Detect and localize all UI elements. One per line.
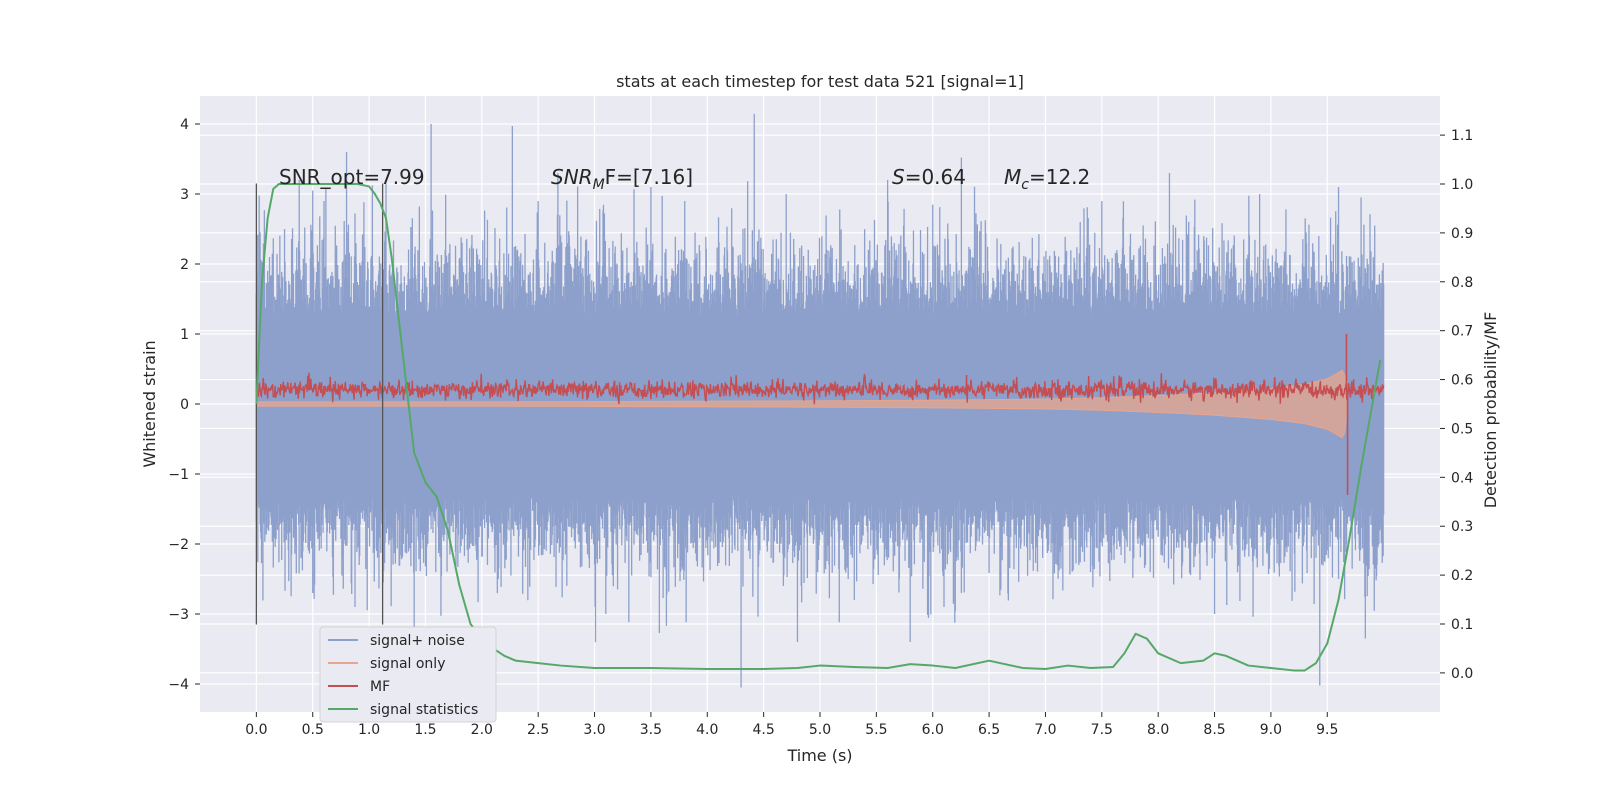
mf-spikes <box>1345 334 1349 495</box>
x-tick-label-14: 7.0 <box>1034 722 1056 738</box>
y-tick-label-7: −3 <box>168 607 189 623</box>
snr-mf-sub: M <box>593 177 605 193</box>
y-tick-label-3: 1 <box>180 327 189 343</box>
legend: signal+ noise signal only MF signal stat… <box>319 626 497 723</box>
x-tick-label-7: 3.5 <box>640 722 662 738</box>
y2-tick-label-10: 0.1 <box>1451 617 1473 633</box>
legend-label-stats: signal statistics <box>370 702 478 718</box>
x-tick-label-9: 4.5 <box>753 722 775 738</box>
x-tick-label-15: 7.5 <box>1091 722 1113 738</box>
y2-axis-ticks: 1.1 1.0 0.9 0.8 0.7 0.6 0.5 0.4 0.3 0.2 0.1 0.0 <box>1440 128 1473 682</box>
y-tick-label-1: 3 <box>180 187 189 203</box>
x-tick-label-5: 2.5 <box>527 722 549 738</box>
snr-mf-prefix: SNR <box>551 165 593 189</box>
x-tick-label-18: 9.0 <box>1260 722 1282 738</box>
y2-tick-label-7: 0.4 <box>1451 470 1473 486</box>
y2-tick-label-3: 0.8 <box>1451 275 1473 291</box>
x-tick-label-1: 0.5 <box>302 722 324 738</box>
mc-sub: c <box>1021 177 1029 193</box>
annotation-s: S=0.64 <box>892 165 966 189</box>
y2-tick-label-8: 0.3 <box>1451 519 1473 535</box>
y-axis-ticks: 4 3 2 1 0 −1 −2 −3 −4 <box>168 117 200 693</box>
chirp-envelope <box>255 369 1349 439</box>
y-tick-label-8: −4 <box>168 677 189 693</box>
y2-tick-label-6: 0.5 <box>1451 421 1473 437</box>
x-tick-label-0: 0.0 <box>245 722 267 738</box>
chart-title: stats at each timestep for test data 521… <box>616 72 1024 91</box>
x-tick-label-4: 2.0 <box>471 722 493 738</box>
x-tick-label-17: 8.5 <box>1203 722 1225 738</box>
x-tick-label-19: 9.5 <box>1316 722 1338 738</box>
x-axis-label: Time (s) <box>786 746 852 765</box>
y2-tick-label-1: 1.0 <box>1451 177 1473 193</box>
y-axis-label: Whitened strain <box>140 340 159 467</box>
legend-label-noise: signal+ noise <box>370 633 465 649</box>
s-symbol: S <box>892 165 905 189</box>
y-tick-label-4: 0 <box>180 397 189 413</box>
legend-box <box>319 626 497 723</box>
annotation-snr-opt: SNR_opt=7.99 <box>279 165 425 189</box>
x-tick-label-3: 1.5 <box>414 722 436 738</box>
annotation-mc: Mc=12.2 <box>1004 165 1090 193</box>
y-tick-label-0: 4 <box>180 117 189 133</box>
y2-axis-label: Detection probability/MF <box>1481 312 1500 509</box>
y2-tick-label-5: 0.6 <box>1451 373 1473 389</box>
x-tick-label-11: 5.5 <box>865 722 887 738</box>
x-tick-label-13: 6.5 <box>978 722 1000 738</box>
x-tick-label-8: 4.0 <box>696 722 718 738</box>
y2-tick-label-9: 0.2 <box>1451 568 1473 584</box>
y-tick-label-5: −1 <box>168 467 189 483</box>
y-tick-label-6: −2 <box>168 537 189 553</box>
x-tick-label-12: 6.0 <box>922 722 944 738</box>
snr-mf-suffix: F=[7.16] <box>605 165 693 189</box>
x-tick-label-2: 1.0 <box>358 722 380 738</box>
x-axis-ticks: 0.0 0.5 1.0 1.5 2.0 2.5 3.0 3.5 4.0 4.5 5.0 5.5 6.0 6… <box>245 712 1338 738</box>
y2-tick-label-11: 0.0 <box>1451 666 1473 682</box>
mc-symbol: M <box>1004 165 1021 189</box>
legend-label-mf: MF <box>370 679 390 695</box>
x-tick-label-16: 8.0 <box>1147 722 1169 738</box>
s-value: =0.64 <box>905 165 966 189</box>
series-signal-only <box>255 369 1349 439</box>
series-mf <box>255 334 1385 495</box>
x-tick-label-6: 3.0 <box>583 722 605 738</box>
stats-line <box>255 183 1382 672</box>
y-tick-label-2: 2 <box>180 257 189 273</box>
annotation-snr-mf: SNRMF=[7.16] <box>551 165 693 193</box>
y2-tick-label-0: 1.1 <box>1451 128 1473 144</box>
x-tick-label-10: 5.0 <box>809 722 831 738</box>
series-signal-statistics <box>255 183 1382 672</box>
y2-tick-label-4: 0.7 <box>1451 324 1473 340</box>
mc-value: =12.2 <box>1029 165 1090 189</box>
legend-label-signal: signal only <box>370 656 445 672</box>
mf-line <box>255 372 1385 405</box>
y2-tick-label-2: 0.9 <box>1451 226 1473 242</box>
